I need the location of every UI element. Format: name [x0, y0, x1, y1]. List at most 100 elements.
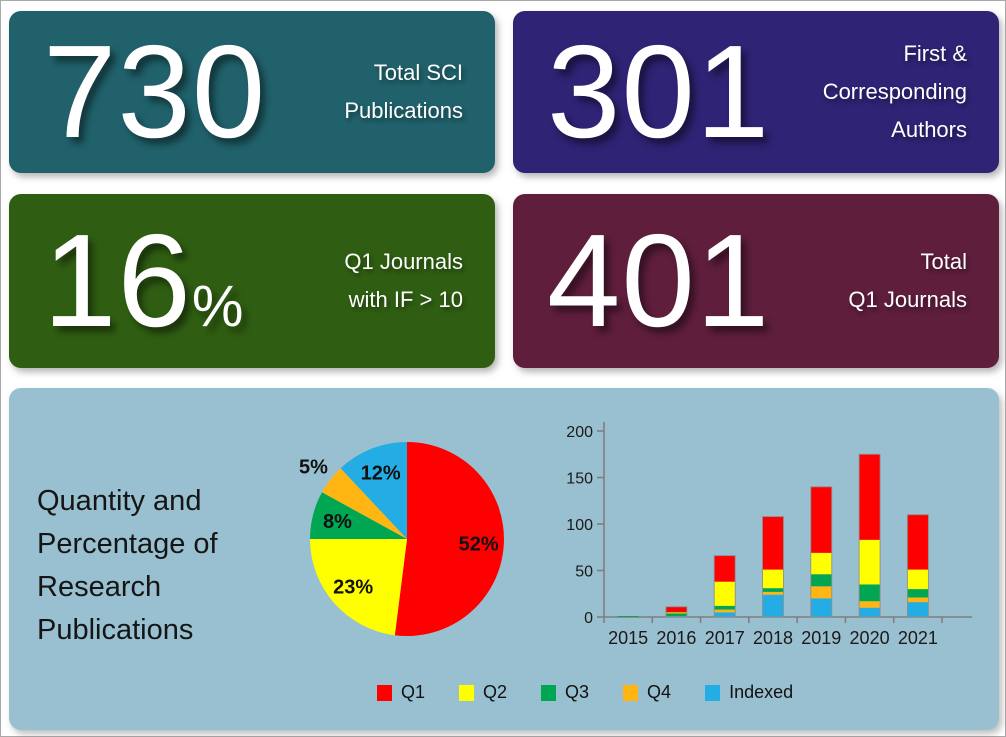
stat-label-line: Authors [891, 117, 967, 142]
bar-segment-2020-q2 [859, 539, 881, 585]
charts-panel: Quantity and Percentage of Research Publ… [9, 388, 999, 730]
stat-label-line: First & [903, 41, 967, 66]
legend-label-indexed: Indexed [729, 682, 794, 702]
pie-label-q4: 5% [299, 457, 328, 479]
bar-segment-2021-q1 [907, 514, 929, 570]
bar-segment-2021-q4 [907, 597, 929, 603]
bar-segment-2017-q3 [714, 605, 736, 610]
stat-label: First & Corresponding Authors [823, 35, 967, 149]
bar-segment-2021-q2 [907, 569, 929, 590]
pie-label-indexed: 12% [361, 462, 401, 484]
stat-label-line: Total [920, 249, 967, 274]
stat-label-line: with IF > 10 [348, 287, 463, 312]
legend-swatch-indexed [705, 684, 721, 701]
panel-title: Quantity and Percentage of Research Publ… [37, 480, 218, 652]
stat-label-line: Corresponding [822, 79, 967, 104]
x-tick-label-2020: 2020 [850, 628, 890, 648]
pie-label-q1: 52% [459, 534, 499, 556]
bar-segment-2019-q2 [810, 552, 832, 575]
legend-item-indexed: Indexed [705, 682, 793, 703]
card-first-corresponding-authors: 301 First & Corresponding Authors [513, 11, 999, 173]
pie-label-q3: 8% [323, 511, 352, 533]
panel-title-line: Quantity and [37, 485, 202, 517]
legend-swatch-q4 [623, 684, 639, 701]
bar-segment-2016-q2 [665, 612, 687, 614]
bar-segment-2019-q1 [810, 486, 832, 553]
bar-outline-2018 [762, 516, 784, 618]
bar-outline-2019 [810, 486, 833, 618]
bar-outline-2021 [906, 514, 929, 618]
x-tick-label-2017: 2017 [705, 628, 745, 648]
card-total-sci-publications: 730 Total SCI Publications [9, 11, 495, 173]
x-tick-label-2019: 2019 [801, 628, 841, 648]
bar-segment-2017-q2 [714, 581, 736, 606]
stat-label: Total Q1 Journals [848, 243, 967, 319]
stacked-bar-chart: 0 50 100 150 200 2015 2016 2017 2018 2019 2020 2021 [566, 422, 972, 648]
legend-label-q2: Q2 [483, 682, 508, 702]
bar-segment-2018-q3 [762, 588, 784, 592]
panel-title-line: Research [37, 571, 162, 603]
bar-segment-2017-indexed [714, 612, 736, 617]
bar-segment-2016-indexed [665, 616, 687, 617]
bar-segment-2015-q3 [617, 616, 639, 617]
panel-title-line: Percentage of [37, 528, 218, 560]
legend-item-q2: Q2 [459, 682, 507, 703]
legend-item-q4: Q4 [623, 682, 671, 703]
pie-slice-q1 [394, 442, 504, 636]
bar-segment-2016-q1 [665, 606, 687, 613]
stat-label-line: Publications [344, 98, 463, 123]
legend-label-q3: Q3 [565, 682, 590, 702]
y-tick-label: 0 [584, 610, 593, 627]
bar-segment-2019-indexed [810, 598, 832, 617]
y-tick-label: 100 [566, 517, 593, 534]
bar-segment-2020-q4 [859, 601, 881, 608]
bar-segment-2016-q3 [665, 613, 687, 617]
bar-segment-2017-q1 [714, 555, 736, 582]
stat-label-line: Q1 Journals [848, 287, 967, 312]
x-tick-label-2021: 2021 [898, 628, 938, 648]
pie-slice-q4 [322, 468, 407, 539]
bar-segment-2020-q1 [859, 454, 881, 540]
pie-slice-q3 [310, 492, 407, 539]
stat-label: Total SCI Publications [344, 54, 463, 130]
y-tick-label: 150 [566, 471, 593, 488]
stat-value: 730 [43, 18, 267, 165]
bar-outline-2020 [858, 453, 881, 618]
stat-label: Q1 Journals with IF > 10 [344, 243, 463, 319]
bar-segment-2021-indexed [907, 602, 929, 617]
legend-label-q1: Q1 [401, 682, 426, 702]
bar-outline-2016 [665, 606, 688, 618]
stat-label-line: Q1 Journals [344, 249, 463, 274]
y-tick-label: 200 [566, 424, 593, 441]
stat-value: 16% [43, 207, 244, 354]
chart-legend: Q1 Q2 Q3 Q4 Indexed [377, 682, 793, 703]
bar-segment-2017-q4 [714, 609, 736, 613]
stat-value: 301 [547, 18, 771, 165]
panel-title-line: Publications [37, 614, 194, 646]
x-tick-label-2016: 2016 [656, 628, 696, 648]
stat-suffix: % [191, 274, 244, 339]
card-total-q1-journals: 401 Total Q1 Journals [513, 194, 999, 368]
bar-segment-2019-q4 [810, 586, 832, 599]
y-tick-label: 50 [575, 564, 593, 581]
stat-label-line: Total SCI [373, 60, 463, 85]
bar-segment-2018-q1 [762, 516, 784, 570]
legend-item-q1: Q1 [377, 682, 425, 703]
bar-segment-2020-q3 [859, 584, 881, 602]
card-q1-journals-if10: 16% Q1 Journals with IF > 10 [9, 194, 495, 368]
bar-segment-2018-indexed [762, 594, 784, 617]
pie-slice-indexed [340, 442, 407, 539]
bar-segment-2019-q3 [810, 574, 832, 587]
pie-label-q2: 23% [333, 577, 373, 599]
bar-segment-2021-q3 [907, 589, 929, 598]
bar-segment-2020-indexed [859, 607, 881, 617]
x-tick-label-2018: 2018 [753, 628, 793, 648]
legend-swatch-q3 [541, 684, 557, 701]
stat-value: 401 [547, 207, 771, 354]
legend-item-q3: Q3 [541, 682, 589, 703]
x-tick-label-2015: 2015 [608, 628, 648, 648]
legend-swatch-q1 [377, 684, 392, 701]
legend-label-q4: Q4 [647, 682, 672, 702]
bar-outline-2017 [713, 555, 736, 618]
bar-segment-2018-q2 [762, 569, 784, 589]
